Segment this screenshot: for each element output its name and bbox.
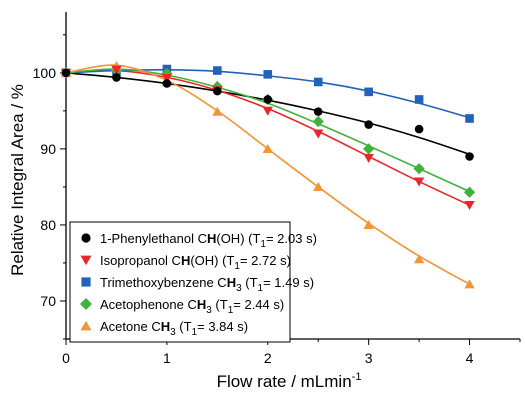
legend-label-name: 1-Phenylethanol C <box>100 231 207 246</box>
legend-label-rest: (T <box>212 297 228 312</box>
data-point <box>364 87 373 97</box>
data-point <box>313 107 323 116</box>
data-point <box>112 73 121 82</box>
legend-label-proton: H <box>181 253 190 268</box>
y-tick-label: 90 <box>40 141 56 157</box>
data-point <box>414 124 424 134</box>
legend-label-rest: (OH) (T <box>216 231 260 246</box>
legend-label-t1-value: = 2.44 s) <box>233 297 284 312</box>
x-tick-label: 3 <box>365 350 373 366</box>
data-point <box>464 201 475 211</box>
data-point <box>312 115 324 128</box>
data-point <box>363 143 375 155</box>
data-point <box>413 163 425 175</box>
legend-label: Acetone CH3 (T1= 3.84 s) <box>100 319 248 338</box>
data-point <box>313 182 324 192</box>
legend-label-rest: (T <box>176 319 192 334</box>
legend-label-t1-subscript: 1 <box>192 327 198 338</box>
legend-label-name: Acetophenone C <box>100 297 197 312</box>
legend-label-t1-subscript: 1 <box>228 305 234 316</box>
y-tick-label: 100 <box>33 65 57 81</box>
data-point <box>213 86 222 96</box>
x-tick-label: 0 <box>62 350 70 366</box>
data-point <box>363 220 374 230</box>
y-tick-label: 70 <box>40 293 56 309</box>
legend-marker <box>80 255 92 266</box>
legend-label-proton: H <box>197 297 206 312</box>
x-axis-title-superscript: -1 <box>352 371 362 383</box>
legend-box <box>69 221 291 343</box>
y-axis-title: Relative Integral Area / % <box>8 84 27 276</box>
legend-label-rest: (T <box>242 275 258 290</box>
data-point <box>413 254 425 264</box>
legend-marker <box>80 298 92 310</box>
legend-label-rest: (OH) (T <box>190 253 234 268</box>
data-point <box>161 68 173 80</box>
data-point <box>465 114 474 123</box>
legend-label-name: Isopropanol C <box>100 253 181 268</box>
fit-curve-2 <box>65 69 470 206</box>
legend-label-t1-value: = 2.03 s) <box>266 231 317 246</box>
data-point <box>363 153 374 163</box>
data-point <box>262 143 273 154</box>
data-point <box>213 66 222 75</box>
legend-marker <box>81 233 91 243</box>
data-point <box>413 177 425 187</box>
data-point <box>313 77 323 87</box>
legend-label-name: Acetone C <box>100 319 161 334</box>
legend-label-name: Trimethoxybenzene C <box>100 275 227 290</box>
data-point <box>161 74 173 84</box>
legend: 1-Phenylethanol CH(OH) (T1= 2.03 s)Isopr… <box>69 221 317 343</box>
x-tick-label: 1 <box>163 350 171 366</box>
legend-label-proton: H <box>227 275 236 290</box>
legend-label-subscript: 3 <box>236 283 242 294</box>
data-point <box>464 279 475 289</box>
data-point <box>263 70 273 79</box>
data-point <box>262 106 273 116</box>
legend-marker <box>80 320 92 331</box>
legend-label-subscript: 3 <box>170 327 176 338</box>
data-point <box>313 129 324 139</box>
data-point <box>465 152 474 161</box>
legend-label: Trimethoxybenzene CH3 (T1= 1.49 s) <box>100 275 314 294</box>
legend-label-t1-subscript: 1 <box>260 239 266 250</box>
legend-label-t1-value: = 3.84 s) <box>197 319 248 334</box>
legend-label-proton: H <box>161 319 170 334</box>
legend-label: Acetophenone CH3 (T1= 2.44 s) <box>100 297 284 316</box>
y-tick-label: 80 <box>40 217 56 233</box>
legend-label-subscript: 3 <box>206 305 212 316</box>
legend-label-t1-subscript: 1 <box>258 283 264 294</box>
fit-curve-4 <box>65 68 470 193</box>
x-axis-title: Flow rate / mLmin-1 <box>217 371 362 391</box>
x-tick-label: 2 <box>264 350 272 366</box>
data-point <box>212 106 223 116</box>
data-point <box>263 95 273 104</box>
data-point <box>364 120 373 129</box>
data-point <box>111 65 122 75</box>
legend-label-t1-value: = 1.49 s) <box>263 275 314 290</box>
legend-label-t1-value: = 2.72 s) <box>240 253 291 268</box>
legend-label-proton: H <box>207 231 216 246</box>
data-point <box>414 95 424 104</box>
legend-label: Isopropanol CH(OH) (T1= 2.72 s) <box>100 253 291 272</box>
legend-label-t1-subscript: 1 <box>234 261 240 272</box>
legend-marker <box>81 277 91 287</box>
data-point <box>162 79 172 88</box>
data-points <box>60 61 476 289</box>
legend-label: 1-Phenylethanol CH(OH) (T1= 2.03 s) <box>100 231 317 250</box>
x-axis-title-text: Flow rate / mLmin <box>217 372 352 391</box>
x-tick-label: 4 <box>466 350 474 366</box>
data-point <box>463 186 476 198</box>
data-point <box>61 68 71 78</box>
